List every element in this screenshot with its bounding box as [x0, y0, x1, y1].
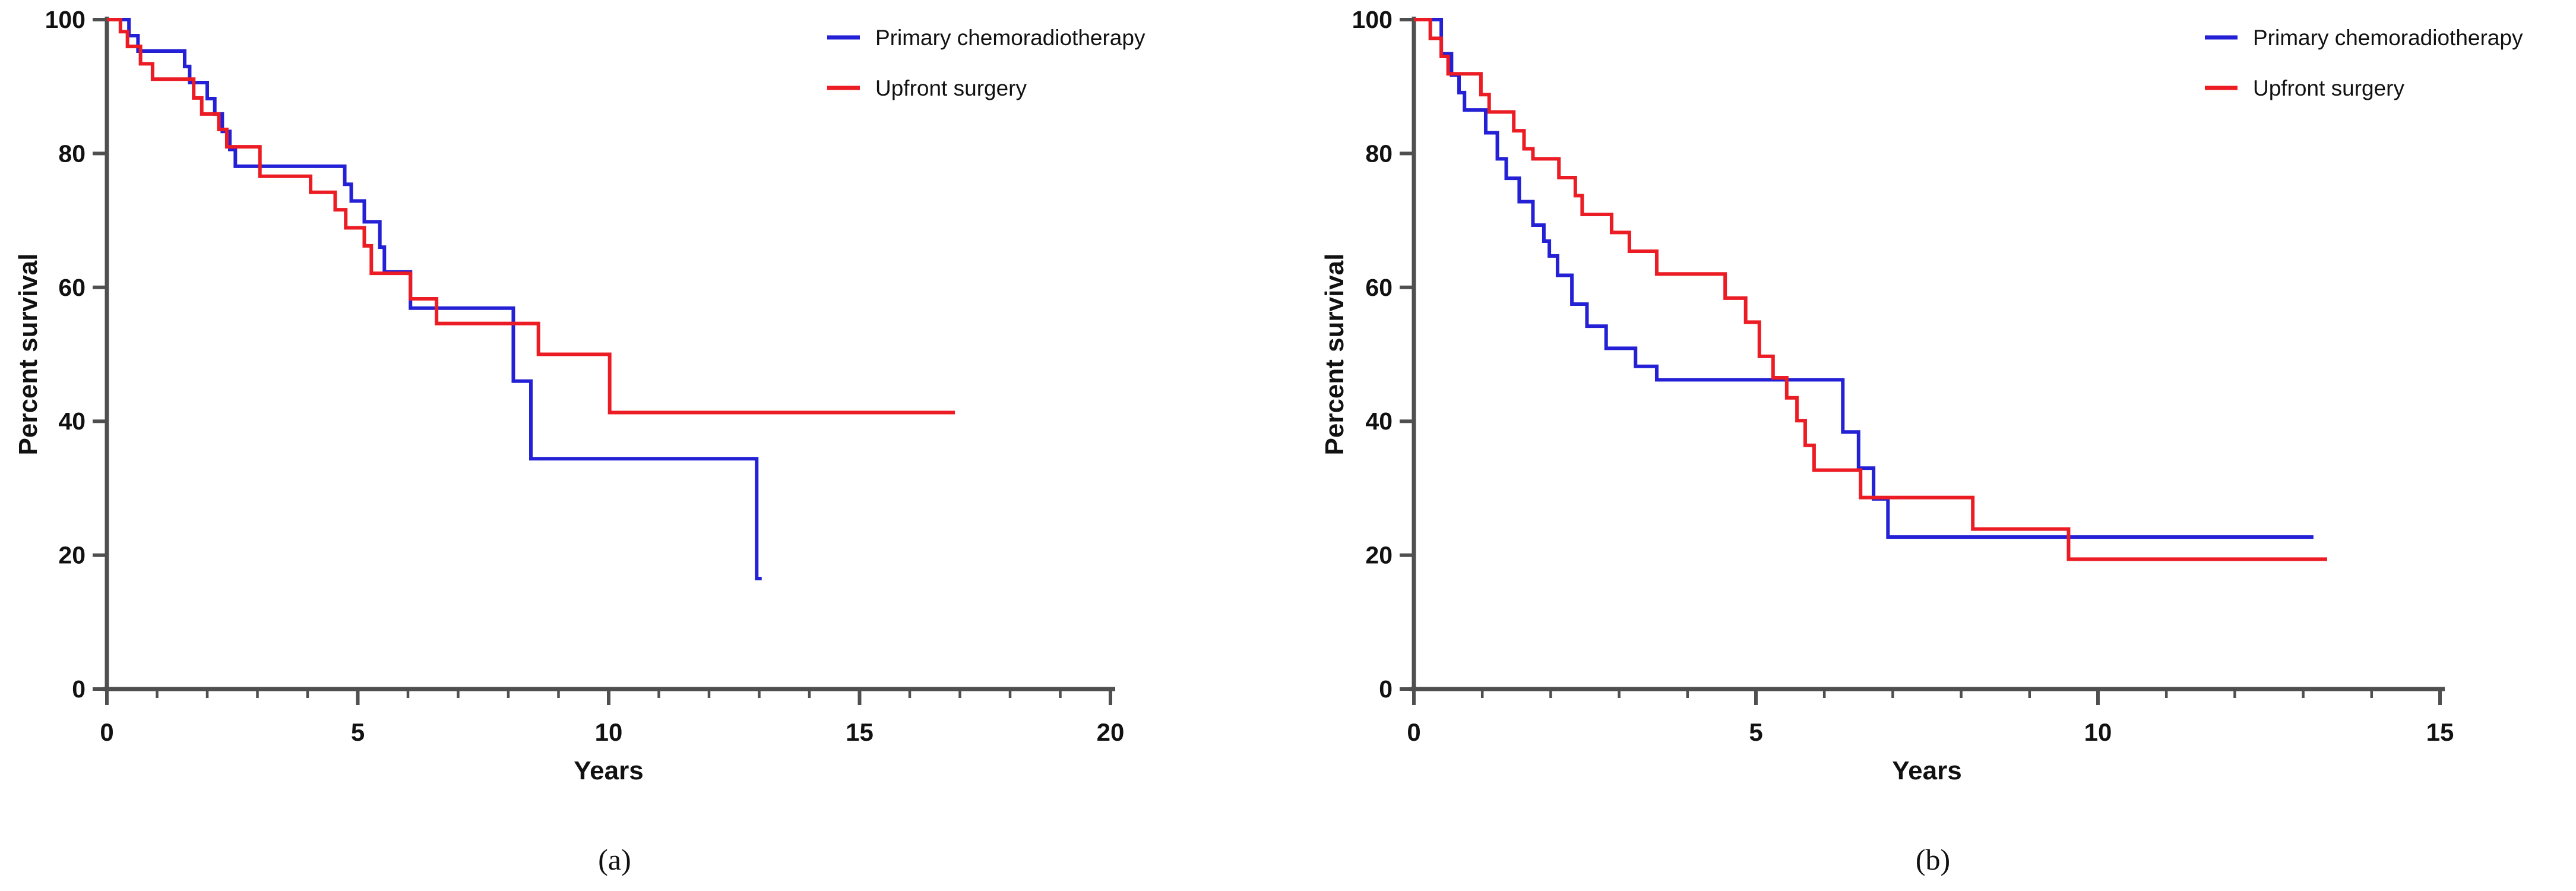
- legend-label: Upfront surgery: [875, 76, 1027, 100]
- x-axis-title-a: Years: [574, 756, 643, 785]
- km-curve-b-chemoradiotherapy: [1414, 18, 2314, 539]
- y-tick-label: 60: [1365, 274, 1393, 301]
- y-tick-label: 100: [1352, 6, 1393, 33]
- x-tick-label: 10: [2084, 718, 2112, 746]
- x-tick-label: 5: [1749, 718, 1762, 746]
- y-tick-label: 100: [45, 6, 86, 33]
- y-tick-label: 20: [58, 542, 86, 569]
- x-tick-label: 0: [100, 718, 113, 746]
- km-curve-b-surgery: [1414, 18, 2327, 561]
- y-axis-title-a: Percent survival: [14, 254, 43, 456]
- y-tick-label: 0: [1379, 675, 1393, 703]
- x-tick-label: 15: [2426, 718, 2454, 746]
- legend-label: Primary chemoradiotherapy: [2253, 26, 2523, 50]
- y-tick-label: 80: [1365, 140, 1393, 167]
- x-tick-label: 5: [351, 718, 365, 746]
- y-tick-label: 0: [72, 675, 86, 703]
- panel-caption-b: (b): [1916, 843, 1950, 876]
- y-tick-label: 80: [58, 140, 86, 167]
- y-tick-label: 40: [1365, 407, 1393, 435]
- y-tick-label: 20: [1365, 542, 1393, 569]
- panel-caption-a: (a): [598, 843, 631, 876]
- y-tick-label: 40: [58, 407, 86, 435]
- x-axis-title-b: Years: [1892, 756, 1961, 785]
- x-tick-label: 15: [846, 718, 874, 746]
- y-tick-label: 60: [58, 274, 86, 301]
- legend-label: Upfront surgery: [2253, 76, 2404, 100]
- x-tick-label: 0: [1407, 718, 1420, 746]
- x-tick-label: 10: [595, 718, 623, 746]
- panel-a: 0 20 40 60 80 100 0 5 10 15 20 Years Percent surviva…: [14, 6, 1145, 876]
- legend-label: Primary chemoradiotherapy: [875, 26, 1145, 50]
- km-curve-a-surgery: [107, 18, 955, 415]
- panel-b: 0 20 40 60 80 100 0 5 10 15 Years Percent survival (…: [1320, 6, 2523, 876]
- x-tick-label: 20: [1097, 718, 1125, 746]
- km-curve-a-chemoradiotherapy: [107, 18, 762, 581]
- y-axis-title-b: Percent survival: [1320, 254, 1349, 456]
